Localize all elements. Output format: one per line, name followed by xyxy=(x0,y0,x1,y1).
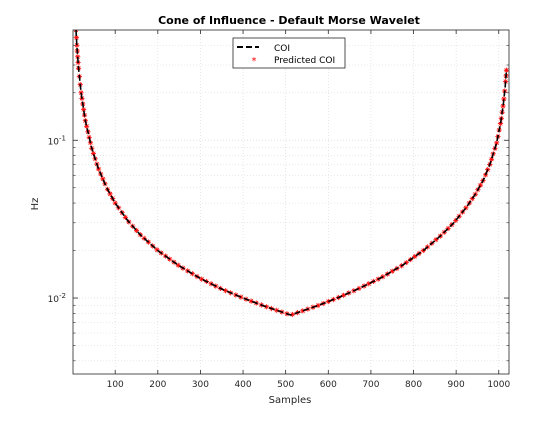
x-tick-label: 200 xyxy=(149,380,166,390)
x-tick-label: 900 xyxy=(448,380,465,390)
y-tick-label: 10-2 xyxy=(48,292,66,305)
plot-area xyxy=(73,30,509,318)
grid xyxy=(73,30,509,374)
plot-frame xyxy=(72,29,510,375)
legend-coi-label: COI xyxy=(274,44,290,54)
x-tick-label: 800 xyxy=(405,380,422,390)
x-tick-label: 400 xyxy=(234,380,251,390)
predicted-coi-point xyxy=(469,196,475,202)
chart-title: Cone of Influence - Default Morse Wavele… xyxy=(158,14,420,27)
x-axis-label: Samples xyxy=(269,395,312,406)
predicted-coi-point xyxy=(84,123,90,129)
x-tick-label: 500 xyxy=(277,380,294,390)
predicted-coi-point xyxy=(433,237,439,243)
legend: COI * Predicted COI xyxy=(232,37,346,69)
x-tick-label: 700 xyxy=(362,380,379,390)
x-tick-label: 1000 xyxy=(487,380,510,390)
predicted-coi-point xyxy=(497,121,504,127)
y-axis-label: Hz xyxy=(30,198,41,211)
legend-predicted-label: Predicted COI xyxy=(274,56,335,66)
x-tick-label: 300 xyxy=(192,380,209,390)
predicted-coi-point xyxy=(463,205,469,211)
legend-box xyxy=(232,37,346,69)
x-tick-label: 600 xyxy=(320,380,337,390)
coi-line xyxy=(75,30,508,316)
legend-predicted-swatch: * xyxy=(252,56,257,67)
predicted-coi-point xyxy=(75,54,81,60)
x-tick-label: 100 xyxy=(107,380,124,390)
y-tick-label: 10-1 xyxy=(48,134,66,147)
predicted-coi-point xyxy=(503,67,509,73)
axes-ticks: 100 200 300 400 500 600 700 800 900 1000 10-2 10-1 xyxy=(48,30,510,390)
